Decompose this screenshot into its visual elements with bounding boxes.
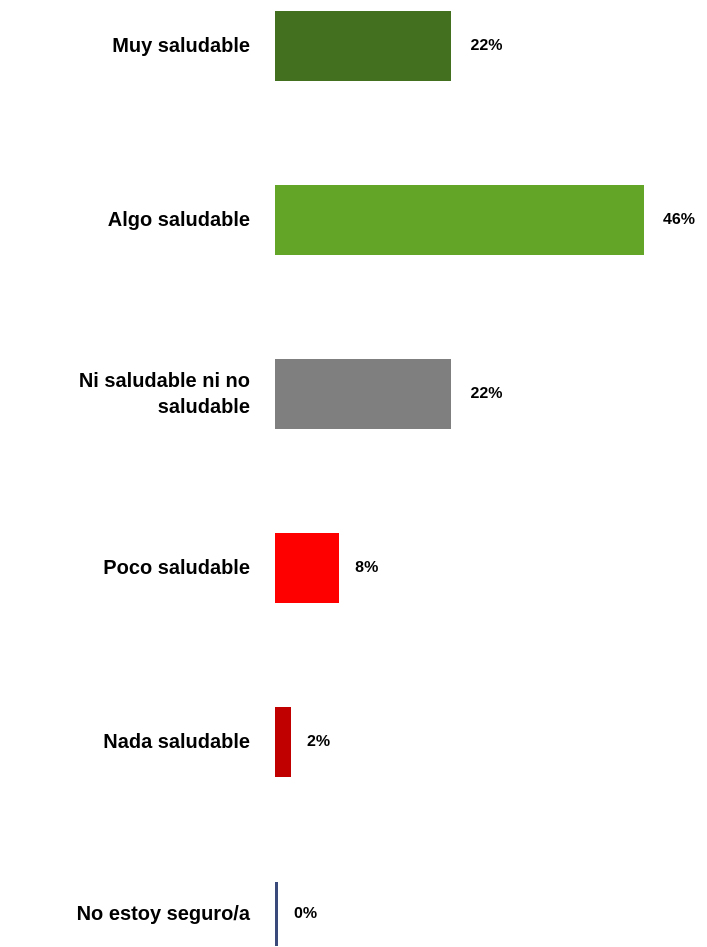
- value-label: 22%: [470, 37, 503, 54]
- category-label-line: No estoy seguro/a: [76, 903, 250, 925]
- category-label: Nada saludable: [0, 729, 250, 755]
- category-label-line: Poco saludable: [103, 557, 250, 579]
- category-label-line: Algo saludable: [107, 209, 250, 231]
- bar: [275, 882, 278, 946]
- category-label-line: saludable: [157, 396, 250, 418]
- bar: [275, 11, 452, 81]
- bar: [275, 185, 644, 255]
- category-label: Poco saludable: [0, 555, 250, 581]
- category-label: Algo saludable: [0, 207, 250, 233]
- value-label: 8%: [355, 559, 379, 576]
- category-label-line: Nada saludable: [103, 731, 250, 753]
- category-label: No estoy seguro/a: [0, 901, 250, 927]
- bar: [275, 533, 340, 603]
- bar: [275, 707, 292, 777]
- category-label: Ni saludable ni no saludable: [0, 368, 250, 420]
- value-label: 0%: [294, 905, 318, 922]
- value-label: 22%: [470, 385, 503, 402]
- value-label: 46%: [663, 211, 696, 228]
- value-label: 2%: [307, 733, 331, 750]
- category-label-line: Muy saludable: [112, 35, 250, 57]
- category-label: Muy saludable: [0, 33, 250, 59]
- bar: [275, 359, 452, 429]
- category-label-line: Ni saludable ni no: [78, 370, 250, 392]
